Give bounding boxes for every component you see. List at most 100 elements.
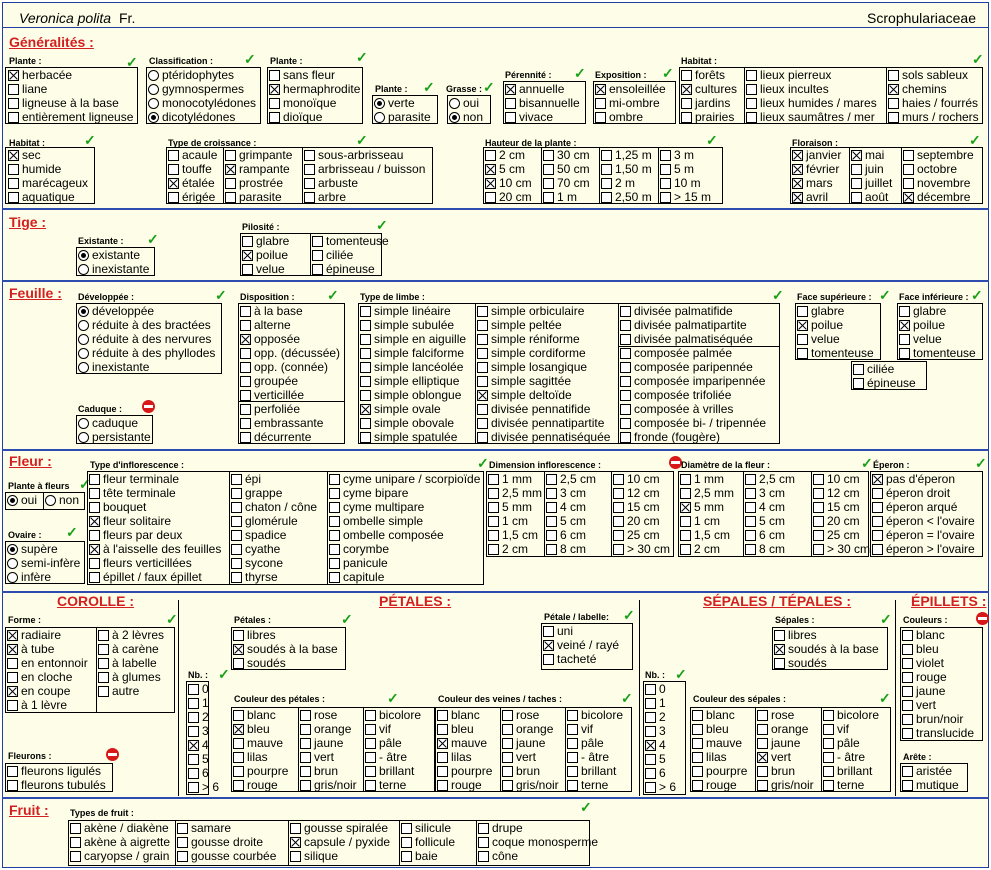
couleur-sepales-option[interactable]: blanc — [692, 708, 735, 722]
checkbox[interactable] — [774, 629, 785, 641]
type-croissance-option[interactable]: étalée — [168, 176, 215, 190]
disposition-option[interactable]: opp. (décussée) — [240, 346, 340, 360]
checkbox[interactable] — [853, 363, 864, 375]
hauteur-option[interactable]: > 15 m — [660, 190, 711, 204]
checkbox[interactable] — [888, 69, 899, 81]
habitat-option[interactable]: cultures — [681, 82, 737, 96]
couleur-sepales-option[interactable]: bicolore — [823, 708, 879, 722]
floraison-option[interactable]: avril — [792, 190, 828, 204]
couleur-petales-option[interactable]: gris/noir — [300, 778, 357, 792]
checkbox[interactable] — [329, 487, 340, 499]
checkbox[interactable] — [813, 529, 824, 541]
checkbox[interactable] — [477, 305, 488, 317]
checkbox[interactable] — [505, 97, 516, 109]
checkbox[interactable] — [8, 191, 19, 203]
inflorescence-option[interactable]: panicule — [329, 556, 388, 570]
diametre-fleur-option[interactable]: 4 cm — [745, 500, 785, 514]
checkbox[interactable] — [360, 361, 371, 373]
diametre-fleur-option[interactable]: 2,5 mm — [680, 486, 734, 500]
checkbox[interactable] — [300, 723, 311, 735]
couleur-veines-option[interactable]: pourpre — [437, 764, 492, 778]
checkbox[interactable] — [188, 767, 199, 779]
checkbox[interactable] — [177, 822, 188, 834]
couleur-sepales-option[interactable]: brillant — [823, 764, 872, 778]
fruit-types-option[interactable]: silique — [290, 849, 338, 863]
checkbox[interactable] — [477, 375, 488, 387]
inflorescence-option[interactable]: chaton / cône — [231, 500, 317, 514]
radio-button[interactable] — [78, 417, 89, 429]
radio-button[interactable] — [78, 305, 89, 317]
checkbox[interactable] — [902, 727, 913, 739]
pilosite-option[interactable]: velue — [242, 262, 285, 276]
checkbox[interactable] — [168, 177, 179, 189]
fruit-types-option[interactable]: follicule — [401, 835, 455, 849]
checkbox[interactable] — [233, 737, 244, 749]
habitat-option[interactable]: murs / rochers — [888, 110, 979, 124]
checkbox[interactable] — [240, 403, 251, 415]
inflorescence-option[interactable]: cyathe — [231, 542, 280, 556]
face-extra-option[interactable]: ciliée — [853, 362, 894, 376]
checkbox[interactable] — [746, 83, 757, 95]
inflorescence-option[interactable]: épi — [231, 472, 261, 486]
checkbox[interactable] — [478, 822, 489, 834]
hauteur-option[interactable]: 70 cm — [543, 176, 590, 190]
exposition-option[interactable]: ombre — [595, 110, 643, 124]
hauteur-option[interactable]: 2 m — [601, 176, 635, 190]
checkbox[interactable] — [312, 235, 323, 247]
eperon-option[interactable]: éperon arqué — [872, 500, 957, 514]
couleur-petales-option[interactable]: vert — [300, 750, 334, 764]
limbe-option[interactable]: composée trifoliée — [620, 388, 731, 402]
sepales-soudure-option[interactable]: libres — [774, 628, 817, 642]
face-superieure-option[interactable]: glabre — [797, 304, 844, 318]
checkbox[interactable] — [98, 657, 109, 669]
checkbox[interactable] — [680, 501, 691, 513]
checkbox[interactable] — [620, 417, 631, 429]
checkbox[interactable] — [401, 850, 412, 862]
fruit-types-option[interactable]: samare — [177, 821, 231, 835]
hauteur-option[interactable]: 20 cm — [485, 190, 532, 204]
epillets-couleurs-option[interactable]: brun/noir — [902, 712, 963, 726]
limbe-option[interactable]: divisée palmatiséquée — [620, 332, 753, 346]
habitat-option[interactable]: lieux pierreux — [746, 68, 831, 82]
checkbox[interactable] — [231, 543, 242, 555]
couleur-veines-option[interactable]: vif — [567, 722, 593, 736]
checkbox[interactable] — [478, 836, 489, 848]
checkbox[interactable] — [225, 177, 236, 189]
checkbox[interactable] — [774, 657, 785, 669]
checkbox[interactable] — [329, 571, 340, 583]
fruit-types-option[interactable]: coque monosperme — [478, 835, 598, 849]
checkbox[interactable] — [177, 836, 188, 848]
dimension-inflorescence-option[interactable]: 3 cm — [546, 486, 586, 500]
checkbox[interactable] — [745, 515, 756, 527]
checkbox[interactable] — [7, 657, 18, 669]
checkbox[interactable] — [745, 501, 756, 513]
arete-option[interactable]: aristée — [902, 764, 952, 778]
checkbox[interactable] — [851, 191, 862, 203]
checkbox[interactable] — [290, 836, 301, 848]
checkbox[interactable] — [89, 529, 100, 541]
checkbox[interactable] — [613, 473, 624, 485]
couleur-sepales-option[interactable]: brun — [757, 764, 795, 778]
checkbox[interactable] — [899, 319, 910, 331]
hauteur-option[interactable]: 50 cm — [543, 162, 590, 176]
couleur-petales-option[interactable]: rouge — [233, 778, 278, 792]
corolle-forme-option[interactable]: en coupe — [7, 684, 70, 698]
checkbox[interactable] — [329, 515, 340, 527]
disposition-option[interactable]: verticillée — [240, 388, 304, 402]
checkbox[interactable] — [745, 473, 756, 485]
radio-button[interactable] — [78, 361, 89, 373]
checkbox[interactable] — [365, 709, 376, 721]
couleur-sepales-option[interactable]: terne — [823, 778, 864, 792]
checkbox[interactable] — [240, 319, 251, 331]
checkbox[interactable] — [757, 737, 768, 749]
pilosite-option[interactable]: poilue — [242, 248, 288, 262]
checkbox[interactable] — [546, 473, 557, 485]
couleur-veines-option[interactable]: terne — [567, 778, 608, 792]
checkbox[interactable] — [360, 305, 371, 317]
limbe-option[interactable]: composée palmée — [620, 346, 732, 360]
checkbox[interactable] — [613, 501, 624, 513]
checkbox[interactable] — [360, 403, 371, 415]
couleur-petales-option[interactable]: vif — [365, 722, 391, 736]
couleur-veines-option[interactable]: brun — [502, 764, 540, 778]
checkbox[interactable] — [660, 163, 671, 175]
